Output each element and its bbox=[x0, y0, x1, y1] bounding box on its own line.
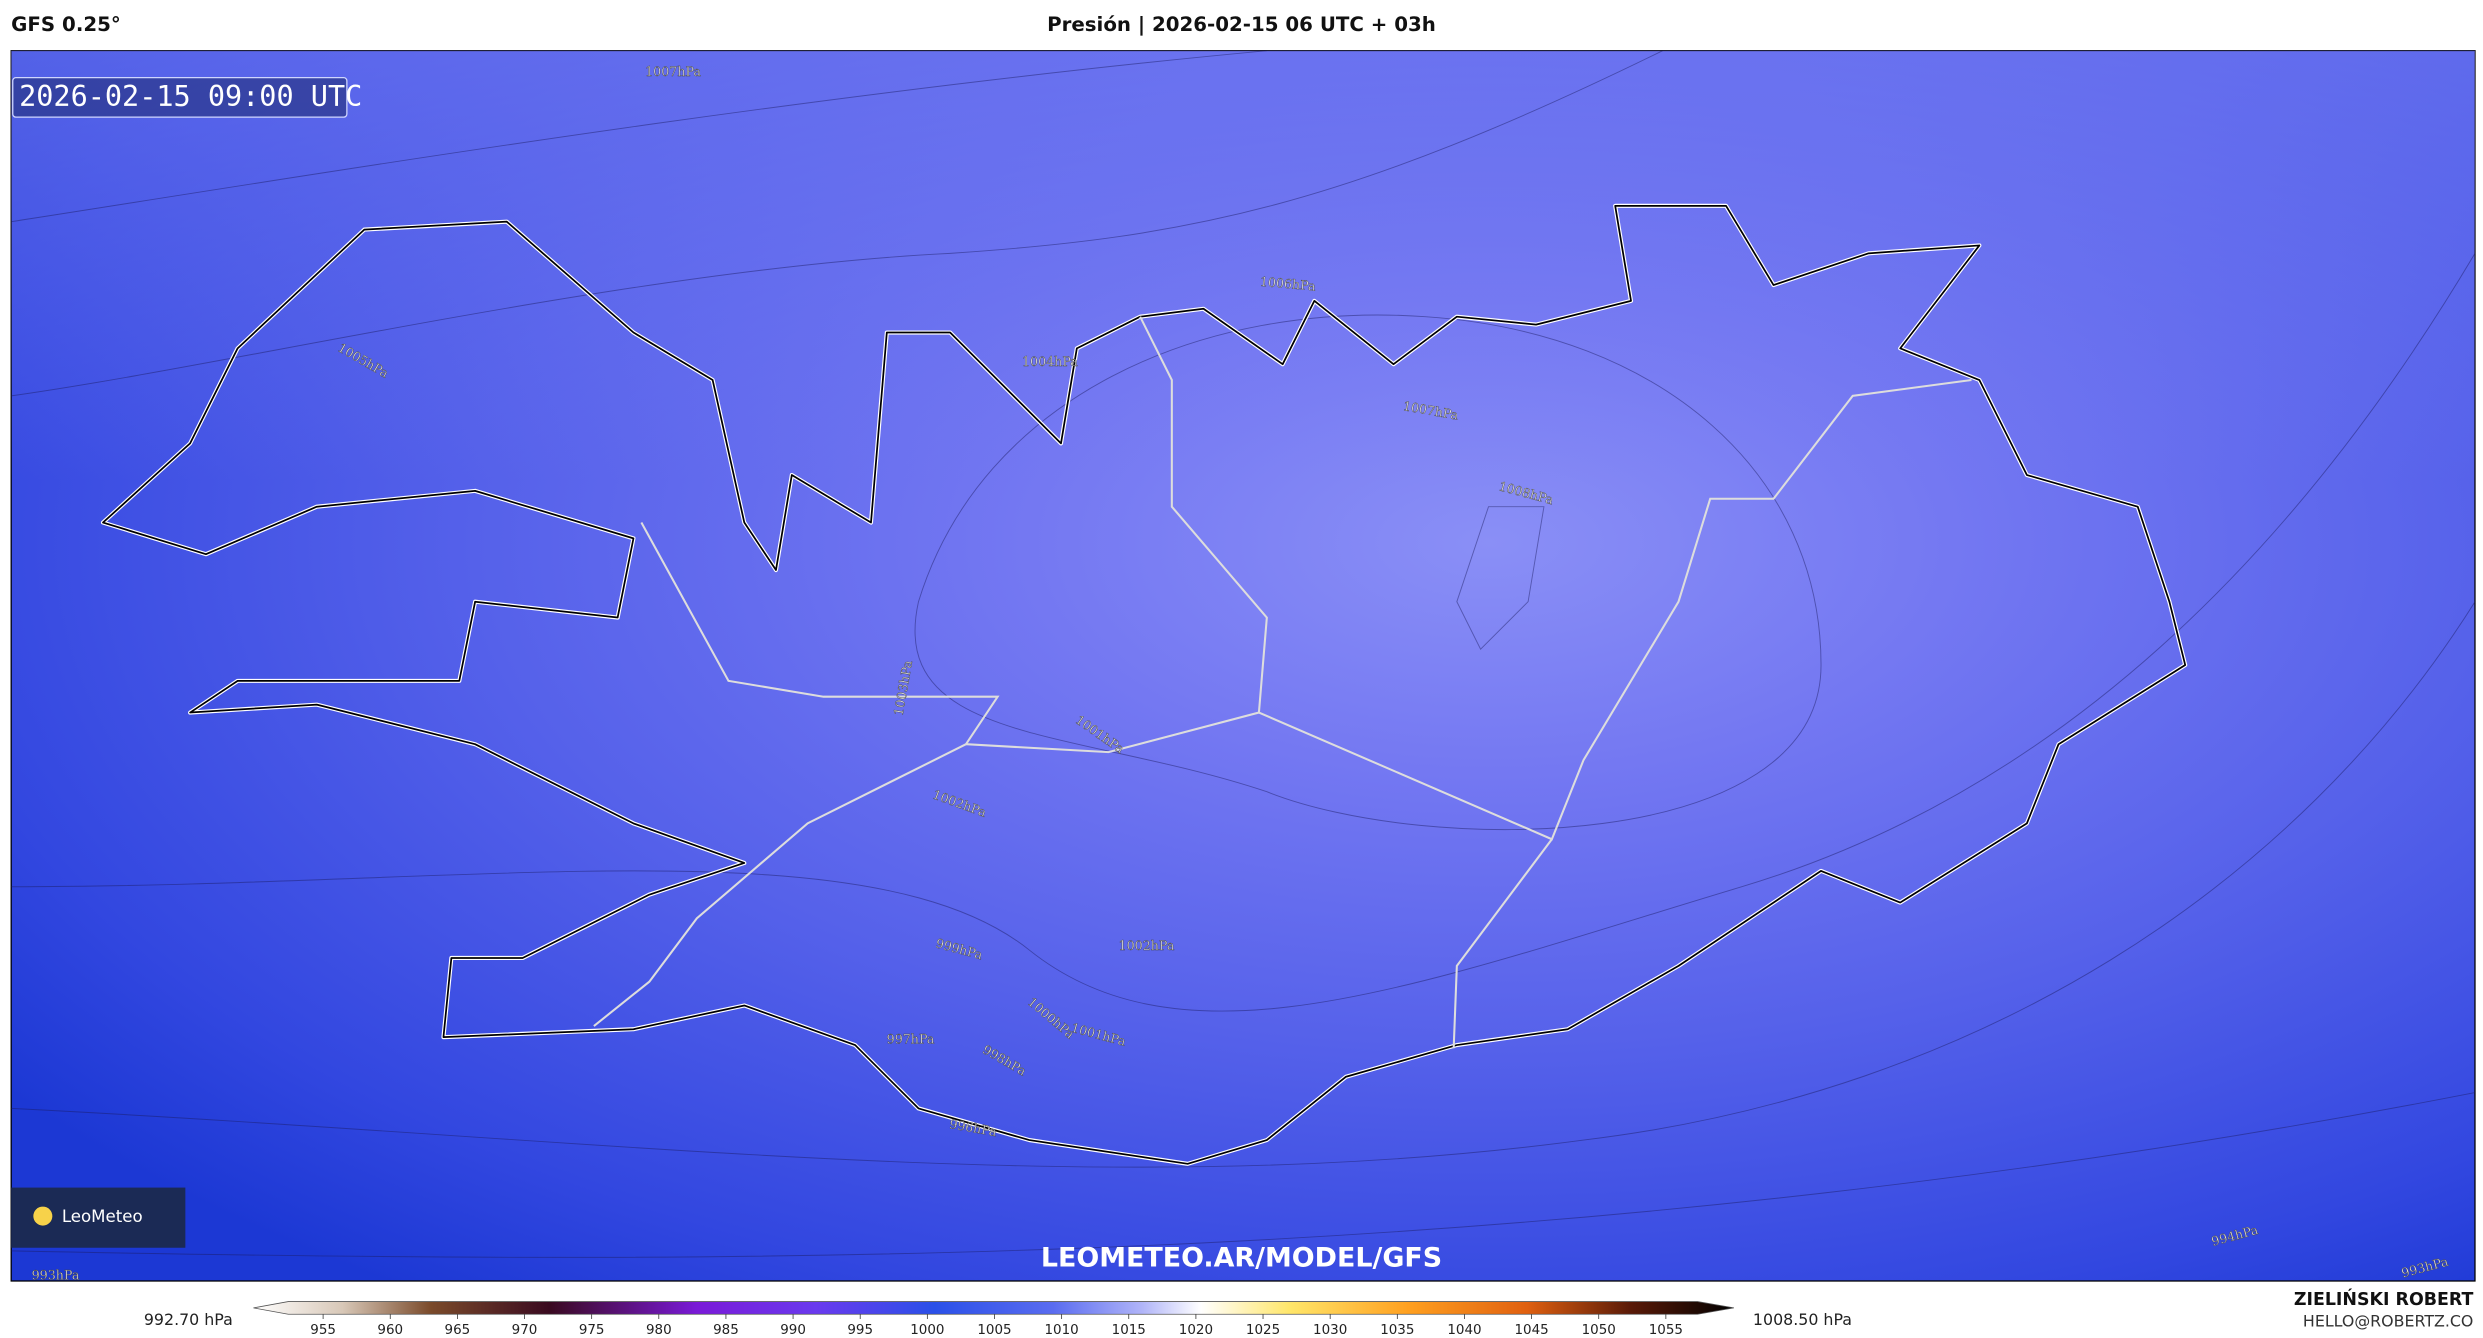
author: ZIELIŃSKI ROBERT bbox=[2294, 1288, 2474, 1310]
colorbar-tick-label: 1020 bbox=[1179, 1323, 1213, 1338]
colorbar-tick-label: 1045 bbox=[1514, 1323, 1548, 1338]
colorbar-tick-label: 1030 bbox=[1313, 1323, 1347, 1338]
roads bbox=[593, 316, 1972, 1049]
colorbar: 992.70 hPa 1008.50 hPa 955 960 965 970 975 98… bbox=[144, 1301, 1852, 1338]
isobars bbox=[11, 50, 2476, 1258]
colorbar-ramp bbox=[253, 1301, 1735, 1315]
logo-text: LeoMeteo bbox=[62, 1207, 143, 1226]
timestamp: 2026-02-15 09:00 UTC bbox=[19, 80, 362, 113]
timestamp-box bbox=[12, 76, 348, 118]
logo-sun bbox=[33, 1206, 53, 1226]
colorbar-ticks: 955 960 965 970 975 980 985 990 995 1000 1005 1010 1… bbox=[310, 1314, 1683, 1338]
colorbar-tick-label: 980 bbox=[646, 1323, 672, 1338]
contour-label: 1004hPa bbox=[1022, 354, 1078, 369]
pressure-field-overlay bbox=[11, 50, 2475, 1281]
coastline bbox=[102, 204, 2187, 1165]
author-email: HELLO@ROBERTZ.CO bbox=[2303, 1312, 2473, 1331]
source-url: LEOMETEO.AR/MODEL/GFS bbox=[1041, 1242, 1442, 1273]
colorbar-min: 992.70 hPa bbox=[144, 1310, 233, 1329]
colorbar-tick-label: 960 bbox=[377, 1323, 403, 1338]
colorbar-tick-label: 1025 bbox=[1246, 1323, 1280, 1338]
contour-label: 993hPa bbox=[32, 1267, 80, 1282]
colorbar-tick-label: 1000 bbox=[910, 1323, 944, 1338]
colorbar-tick-label: 970 bbox=[512, 1323, 538, 1338]
colorbar-tick-label: 985 bbox=[713, 1323, 739, 1338]
contour-label: 997hPa bbox=[887, 1031, 935, 1046]
colorbar-tick-label: 1035 bbox=[1380, 1323, 1414, 1338]
colorbar-tick-label: 1050 bbox=[1582, 1323, 1616, 1338]
colorbar-tick-label: 1010 bbox=[1045, 1323, 1079, 1338]
colorbar-tick-label: 955 bbox=[310, 1323, 336, 1338]
colorbar-max: 1008.50 hPa bbox=[1753, 1310, 1852, 1329]
colorbar-tick-label: 1040 bbox=[1447, 1323, 1481, 1338]
colorbar-tick-label: 1005 bbox=[977, 1323, 1011, 1338]
contour-label: 1006hPa bbox=[1259, 274, 1316, 294]
model-label: GFS 0.25° bbox=[11, 13, 121, 36]
colorbar-tick-label: 975 bbox=[579, 1323, 605, 1338]
colorbar-tick-label: 1015 bbox=[1112, 1323, 1146, 1338]
colorbar-tick-label: 1055 bbox=[1649, 1323, 1683, 1338]
colorbar-tick-label: 990 bbox=[780, 1323, 806, 1338]
contour-label: 1002hPa bbox=[1119, 938, 1175, 953]
colorbar-tick-label: 995 bbox=[847, 1323, 873, 1338]
map-title: Presión | 2026-02-15 06 UTC + 03h bbox=[1047, 13, 1436, 36]
colorbar-tick-label: 965 bbox=[445, 1323, 471, 1338]
contour-label: 1007hPa bbox=[645, 64, 701, 79]
